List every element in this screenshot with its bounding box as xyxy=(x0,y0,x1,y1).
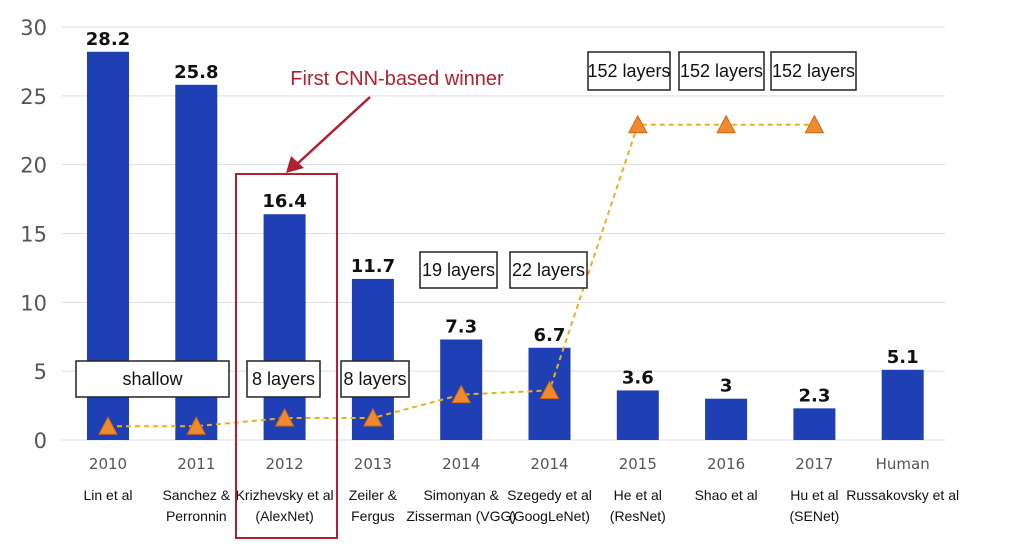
bar xyxy=(705,398,748,440)
depth-marker xyxy=(539,380,560,399)
layer-box-label: 19 layers xyxy=(422,260,495,280)
x-tick-author: Krizhevsky et al xyxy=(236,487,334,503)
depth-marker xyxy=(627,114,648,134)
bar xyxy=(793,408,836,440)
y-tick-label: 10 xyxy=(20,291,47,315)
depth-marker xyxy=(716,114,736,134)
data-label: 16.4 xyxy=(262,191,306,212)
depth-line xyxy=(108,123,815,428)
y-tick-label: 0 xyxy=(34,429,47,453)
layer-box xyxy=(419,251,498,289)
data-label: 25.8 xyxy=(174,62,218,83)
x-tick-year: 2013 xyxy=(354,455,392,473)
layer-box xyxy=(509,251,588,289)
data-label: 28.2 xyxy=(86,29,130,50)
layer-box-label: 8 layers xyxy=(343,369,406,389)
layer-box xyxy=(340,360,410,398)
y-tick-label: 15 xyxy=(20,223,47,247)
depth-marker xyxy=(451,384,472,404)
x-tick-author: Sanchez & xyxy=(162,487,230,503)
data-label: 7.3 xyxy=(445,317,477,338)
data-label: 5.1 xyxy=(887,347,919,368)
depth-marker xyxy=(186,416,207,435)
depth-marker xyxy=(274,407,295,427)
x-tick-author: Hu et al xyxy=(790,487,838,503)
x-tick-author: Shao et al xyxy=(695,487,758,503)
layer-box-label: 152 layers xyxy=(587,61,670,81)
layer-box xyxy=(678,51,765,91)
x-tick-year: 2014 xyxy=(530,455,568,473)
y-tick-label: 25 xyxy=(20,85,47,109)
x-tick-author: (GoogLeNet) xyxy=(509,508,590,524)
x-tick-author: Szegedy et al xyxy=(507,487,592,503)
x-tick-author: Zeiler & xyxy=(349,487,398,503)
x-tick-year: 2016 xyxy=(707,455,745,473)
depth-marker xyxy=(98,416,118,435)
layer-box xyxy=(75,360,230,398)
data-label: 6.7 xyxy=(534,325,566,346)
layer-box-label: 22 layers xyxy=(512,260,585,280)
y-tick-label: 30 xyxy=(20,16,47,40)
callout-arrow-head xyxy=(286,156,304,173)
callout-text: First CNN-based winner xyxy=(290,68,504,90)
layer-box xyxy=(587,51,671,91)
callout-arrow-line xyxy=(295,96,371,166)
layer-box-label: 152 layers xyxy=(772,61,855,81)
x-tick-author: Lin et al xyxy=(83,487,132,503)
layer-box-label: 8 layers xyxy=(252,369,315,389)
x-tick-author: Fergus xyxy=(351,508,395,524)
x-tick-year: 2014 xyxy=(442,455,480,473)
x-tick-author: He et al xyxy=(614,487,662,503)
x-tick-year: 2015 xyxy=(619,455,657,473)
data-label: 2.3 xyxy=(798,385,830,406)
bar xyxy=(616,390,659,440)
highlight-box xyxy=(235,173,338,539)
data-label: 11.7 xyxy=(351,256,395,277)
x-tick-year: 2017 xyxy=(795,455,833,473)
y-tick-label: 5 xyxy=(34,360,47,384)
x-tick-author: (ResNet) xyxy=(610,508,666,524)
depth-marker xyxy=(363,407,383,427)
layer-box xyxy=(246,360,321,398)
bar xyxy=(881,369,924,440)
x-tick-year: Human xyxy=(876,455,930,473)
x-tick-author: (SENet) xyxy=(790,508,840,524)
x-tick-year: 2012 xyxy=(266,455,304,473)
x-tick-year: 2010 xyxy=(89,455,127,473)
x-tick-author: (AlexNet) xyxy=(255,508,313,524)
layer-box-label: shallow xyxy=(122,369,183,389)
layer-box-label: 152 layers xyxy=(680,61,763,81)
y-tick-label: 20 xyxy=(20,154,47,178)
x-tick-year: 2011 xyxy=(177,455,215,473)
data-label: 3 xyxy=(720,376,733,397)
x-tick-author: Russakovsky et al xyxy=(846,487,959,503)
x-tick-author: Zisserman (VGG) xyxy=(406,508,516,524)
x-tick-author: Perronnin xyxy=(166,508,227,524)
data-label: 3.6 xyxy=(622,367,654,388)
bar xyxy=(263,214,306,440)
x-tick-author: Simonyan & xyxy=(423,487,499,503)
layer-box xyxy=(770,51,857,91)
depth-marker xyxy=(804,114,825,134)
